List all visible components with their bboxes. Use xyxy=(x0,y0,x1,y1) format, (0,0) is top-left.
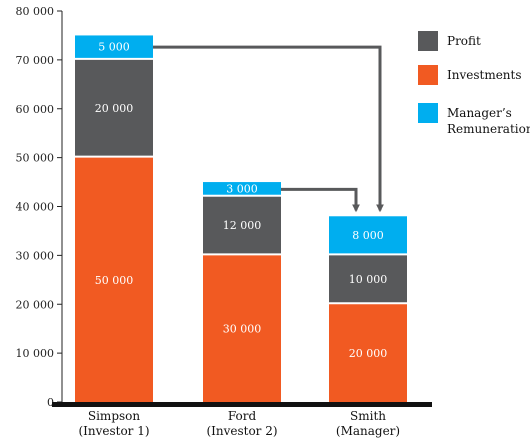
y-tick-label: 60 000 xyxy=(16,103,55,116)
legend-swatch xyxy=(418,65,438,85)
legend-swatch xyxy=(418,103,438,123)
legend-label: Investments xyxy=(447,68,522,82)
x-axis: Simpson(Investor 1) Ford(Investor 2) Smith… xyxy=(52,402,432,438)
category-label: (Manager) xyxy=(336,424,400,438)
data-label: 20 000 xyxy=(95,102,134,115)
bar-segment xyxy=(203,182,281,195)
bar-segment xyxy=(75,35,153,58)
arrow-simpson-to-smith xyxy=(153,45,384,213)
data-label: 8 000 xyxy=(352,229,384,242)
y-tick-label: 40 000 xyxy=(16,201,55,214)
category-label: (Investor 2) xyxy=(206,424,277,438)
transfer-arrows xyxy=(153,45,384,213)
data-label: 20 000 xyxy=(349,347,388,360)
y-tick-label: 50 000 xyxy=(16,152,55,165)
data-label: 12 000 xyxy=(223,219,262,232)
legend: Profit Investments Manager’s Remuneration xyxy=(418,31,530,136)
y-tick-label: 30 000 xyxy=(16,249,55,262)
category-label: (Investor 1) xyxy=(78,424,149,438)
data-label: 5 000 xyxy=(98,41,130,54)
legend-swatch xyxy=(418,31,438,51)
category-label: Smith xyxy=(350,409,386,423)
data-label: 3 000 xyxy=(226,182,258,195)
bar-segment xyxy=(329,216,407,254)
legend-label: Manager’s xyxy=(447,106,512,120)
category-label: Simpson xyxy=(88,409,141,423)
arrow-ford-to-smith xyxy=(281,187,360,213)
bar-segment xyxy=(329,255,407,303)
data-label: 50 000 xyxy=(95,274,134,287)
y-tick-label: 70 000 xyxy=(16,54,55,67)
y-tick-label: 20 000 xyxy=(16,298,55,311)
legend-label: Remuneration xyxy=(447,122,530,136)
category-label: Ford xyxy=(228,409,257,423)
y-tick-label: 80 000 xyxy=(16,5,55,18)
bar-segment xyxy=(75,59,153,156)
y-axis: 0 10 000 20 000 30 000 40 000 50 000 60 000 70 … xyxy=(16,5,63,409)
legend-label: Profit xyxy=(447,34,481,48)
bar-segment xyxy=(329,304,407,402)
data-label: 30 000 xyxy=(223,323,262,336)
data-label: 10 000 xyxy=(349,273,388,286)
bar-segment xyxy=(203,196,281,254)
bar-segment xyxy=(203,255,281,402)
bar-segment xyxy=(75,157,153,402)
bars: 50 000 20 000 5 000 30 000 12 000 3 000 20 000… xyxy=(75,35,407,402)
y-tick-label: 10 000 xyxy=(16,347,55,360)
y-tick-label: 0 xyxy=(47,396,54,409)
